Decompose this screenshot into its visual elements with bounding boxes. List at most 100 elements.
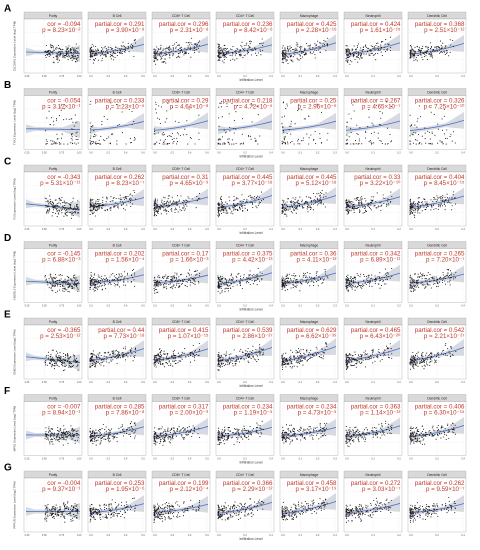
data-point (65, 46, 67, 48)
data-point (284, 282, 286, 284)
data-point (243, 54, 245, 57)
data-point (48, 286, 50, 288)
p-value-label: p = 4.42×10⁻¹³ (232, 257, 272, 264)
data-point (72, 54, 74, 56)
data-point (67, 47, 70, 49)
data-point (236, 53, 238, 55)
data-point (316, 271, 318, 273)
data-point (220, 196, 222, 198)
data-point (225, 210, 227, 212)
data-point (369, 49, 371, 51)
data-point (96, 286, 98, 288)
data-point (158, 207, 160, 209)
data-point (449, 51, 451, 53)
data-point (179, 286, 181, 288)
data-point (227, 212, 229, 214)
data-point (450, 44, 452, 46)
data-point (50, 287, 52, 289)
data-point (57, 359, 59, 361)
data-point (240, 278, 242, 281)
data-point (129, 198, 131, 200)
data-point (388, 198, 390, 200)
data-point (296, 282, 298, 284)
data-point (168, 275, 170, 277)
data-point (439, 206, 441, 208)
data-point (100, 278, 102, 280)
data-point (90, 366, 92, 368)
data-point (449, 136, 451, 138)
data-point (415, 282, 418, 284)
p-value-label: p = 4.64×10⁻⁸ (170, 104, 209, 111)
data-point (310, 278, 312, 280)
data-point (319, 202, 321, 204)
data-point (77, 57, 79, 59)
data-point (193, 46, 195, 48)
data-point (307, 211, 309, 213)
data-point (426, 50, 428, 52)
data-point (239, 54, 241, 56)
data-point (97, 280, 99, 282)
data-point (222, 209, 224, 211)
data-point (155, 54, 157, 56)
data-point (99, 276, 101, 278)
data-point (66, 48, 69, 50)
data-point (52, 205, 54, 207)
data-point (66, 48, 68, 50)
data-point (116, 50, 118, 52)
data-point (199, 272, 201, 274)
data-point (106, 208, 108, 210)
data-point (231, 55, 233, 57)
data-point (287, 47, 289, 49)
data-point (231, 278, 233, 280)
data-point (72, 276, 75, 278)
data-point (44, 55, 46, 57)
data-point (378, 123, 380, 125)
data-point (446, 197, 448, 199)
data-point (120, 197, 122, 199)
data-point (424, 53, 426, 55)
data-point (417, 282, 419, 284)
data-point (73, 355, 75, 357)
data-point (123, 271, 125, 273)
data-point (256, 276, 258, 278)
x-tick-label: 0.2 (316, 305, 320, 308)
data-point (55, 206, 57, 208)
data-point (325, 192, 327, 194)
data-point (178, 200, 180, 202)
x-tick-label: 1.00 (77, 75, 82, 78)
data-point (430, 209, 432, 211)
x-tick-label: 0.2 (107, 152, 111, 155)
data-point (285, 60, 287, 62)
data-point (285, 53, 287, 55)
data-point (101, 207, 103, 210)
data-point (90, 274, 92, 276)
data-point (194, 281, 196, 283)
data-point (115, 356, 117, 358)
data-point (45, 279, 47, 281)
y-axis-label: ADGRL3 Expression Level (log2 TPM) (13, 251, 17, 300)
data-point (367, 51, 369, 53)
data-point (352, 201, 354, 203)
data-point (409, 55, 411, 57)
data-point (103, 47, 105, 49)
data-point (415, 286, 417, 288)
data-point (449, 279, 451, 281)
data-point (346, 284, 348, 287)
data-point (347, 203, 349, 205)
data-point (56, 143, 58, 145)
data-point (418, 197, 420, 199)
data-point (77, 60, 79, 62)
data-point (167, 204, 169, 206)
data-point (103, 352, 105, 354)
data-point (71, 288, 73, 290)
data-point (223, 44, 225, 46)
data-point (433, 208, 435, 210)
data-point (359, 209, 361, 211)
data-point (225, 287, 227, 289)
data-point (362, 204, 364, 206)
data-point (228, 285, 230, 287)
data-point (64, 281, 66, 283)
data-point (73, 280, 75, 282)
data-point (96, 142, 99, 145)
